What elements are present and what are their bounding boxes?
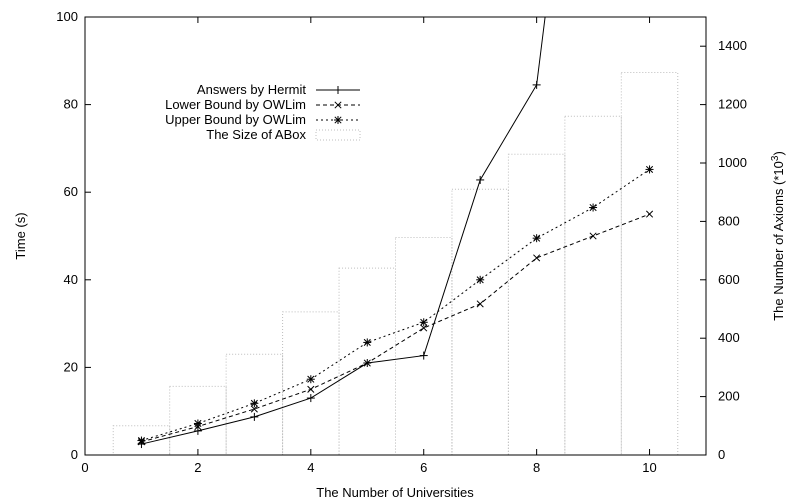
legend-label: Lower Bound by OWLim (165, 97, 306, 112)
y2-tick-label: 1400 (718, 38, 747, 53)
data-point (645, 165, 654, 174)
y-axis-label: Time (s) (13, 212, 28, 259)
y-tick-label: 80 (64, 97, 78, 112)
x-axis-label: The Number of Universities (316, 485, 474, 500)
legend-marker (334, 101, 342, 109)
abox-bar (507, 153, 566, 456)
data-point (193, 426, 202, 435)
abox-bar (620, 71, 679, 456)
y2-tick-label: 1000 (718, 155, 747, 170)
data-point (307, 385, 315, 393)
legend-marker (334, 86, 342, 94)
x-tick-label: 0 (81, 460, 88, 475)
x-tick-label: 6 (420, 460, 427, 475)
data-point (645, 210, 654, 218)
data-point (250, 399, 259, 408)
data-point (533, 254, 541, 262)
y-tick-label: 0 (71, 447, 78, 462)
data-point (137, 436, 146, 445)
data-point (419, 351, 428, 360)
abox-bar (338, 267, 396, 456)
legend-label: The Size of ABox (206, 127, 306, 142)
y2-axis-label: The Number of Axioms (*103) (770, 151, 786, 321)
data-point (306, 375, 315, 384)
series-markers (137, 80, 654, 449)
abox-bar (282, 311, 340, 456)
data-point (420, 324, 428, 332)
series-line-3 (141, 169, 650, 442)
abox-bar (395, 236, 453, 456)
data-point (476, 275, 485, 284)
data-point (532, 234, 541, 243)
data-point (306, 394, 315, 403)
y2-tick-label: 200 (718, 389, 740, 404)
y-tick-label: 20 (64, 359, 78, 374)
plot-frame (84, 16, 707, 456)
y2-axis-label-close: ) (771, 151, 786, 155)
data-point (250, 405, 258, 413)
abox-bar (451, 188, 509, 456)
x-tick-label: 10 (642, 460, 656, 475)
y2-tick-label: 600 (718, 272, 740, 287)
y-tick-label: 60 (64, 184, 78, 199)
data-point (476, 175, 485, 184)
data-point (589, 232, 597, 240)
legend-swatch (315, 129, 361, 141)
abox-bar (564, 115, 622, 456)
abox-bar (112, 425, 171, 456)
legend-label: Upper Bound by OWLim (165, 112, 306, 127)
data-point (363, 338, 372, 347)
x-tick-label: 4 (307, 460, 314, 475)
y2-axis-label-exponent: 3 (770, 155, 781, 161)
abox-size-bars (112, 71, 679, 456)
y2-axis-label-main: The Number of Axioms (*10 (771, 161, 786, 321)
y2-tick-label: 1200 (718, 97, 747, 112)
legend-marker (334, 116, 342, 124)
tick-labels: 0 2 4 6 8 10020406080100020040060080010001200… (56, 9, 747, 475)
data-point (193, 419, 202, 428)
x-tick-label: 2 (194, 460, 201, 475)
data-point (476, 300, 484, 308)
legend-label: Answers by Hermit (197, 82, 306, 97)
data-point (363, 359, 371, 367)
y-tick-label: 40 (64, 272, 78, 287)
y2-tick-label: 0 (718, 447, 725, 462)
series-line-2 (141, 213, 650, 443)
data-point (419, 318, 428, 327)
data-point (532, 80, 541, 89)
abox-bar (225, 353, 284, 456)
axis-ticks (84, 16, 706, 456)
y2-tick-label: 400 (718, 330, 740, 345)
y-tick-label: 100 (56, 9, 78, 24)
y2-tick-label: 800 (718, 213, 740, 228)
data-point (589, 203, 598, 212)
data-point (250, 412, 259, 421)
x-tick-label: 8 (533, 460, 540, 475)
